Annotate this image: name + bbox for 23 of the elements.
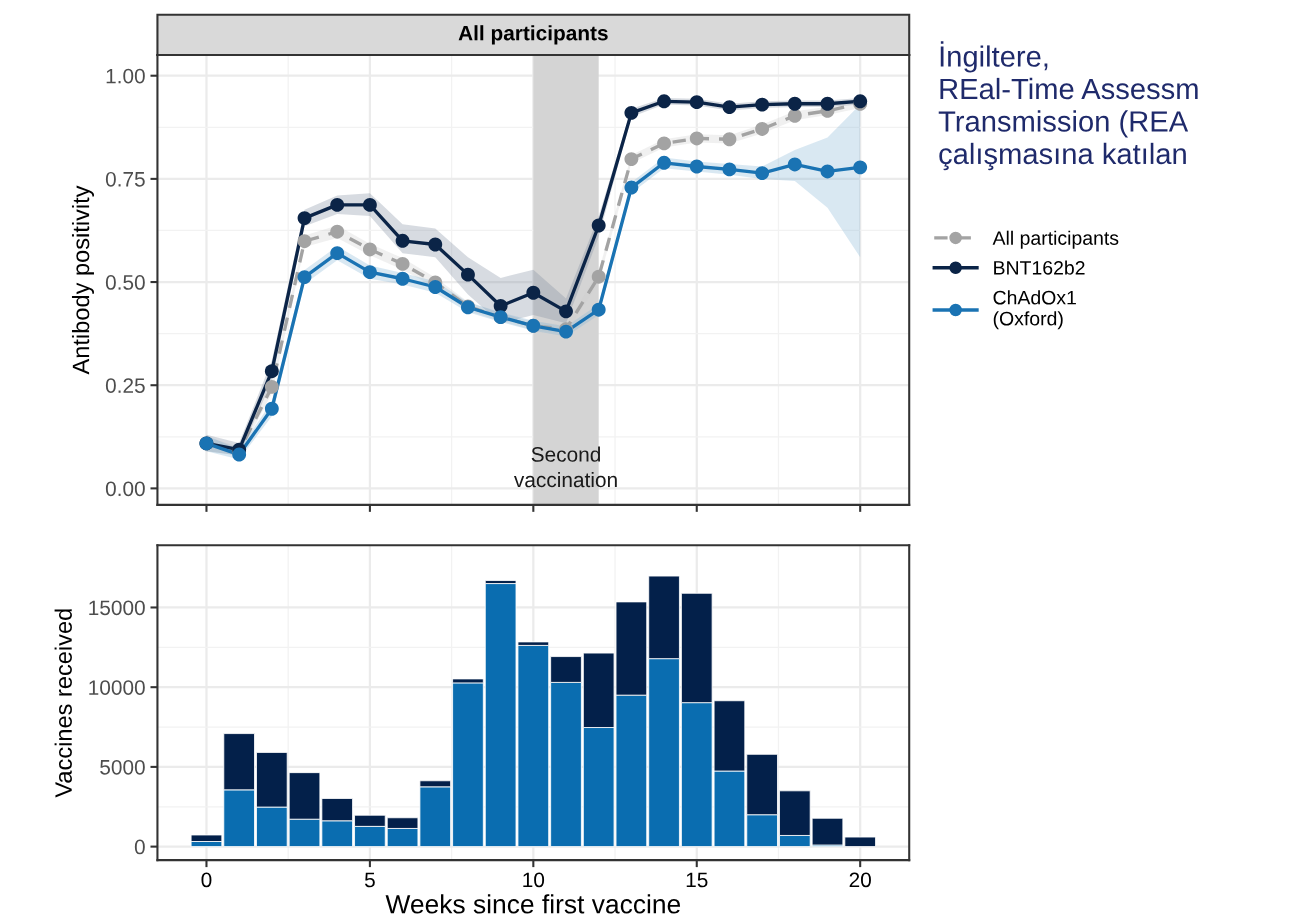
y-tick-label: 15000: [89, 600, 145, 616]
y-tick-label: 0: [134, 839, 145, 855]
legend-label: BNT162b2: [994, 260, 1085, 275]
x-tick-label: 20: [849, 872, 871, 888]
chart-title: All participants: [458, 25, 608, 45]
y-tick-label: 10000: [89, 680, 145, 695]
y-tick-label: 1.00: [106, 68, 145, 84]
y-tick-label: 0.25: [105, 378, 145, 393]
x-tick-label: 15: [686, 872, 708, 888]
y-axis-title: Antibody positivity: [71, 185, 94, 375]
x-axis-title: Weeks since first vaccine: [385, 894, 681, 914]
y-tick-label: 0.50: [105, 275, 145, 290]
y-axis-title: Vaccines received: [54, 609, 72, 798]
y-tick-label: 0.75: [105, 171, 145, 187]
text: İngiltere, REal-Time Assessm Transmission (REA çalışmasına katılan: [938, 41, 1198, 171]
y-tick-label: 5000: [100, 759, 145, 775]
y-tick-label: 0.00: [105, 481, 145, 497]
band-label: Second vaccination: [513, 446, 617, 488]
x-tick-label: 5: [364, 872, 375, 888]
x-tick-label: 10: [523, 872, 545, 888]
legend-label: All participants: [992, 230, 1119, 249]
x-tick-label: 0: [201, 872, 212, 888]
legend-label: ChAdOx1 (Oxford): [993, 290, 1076, 330]
